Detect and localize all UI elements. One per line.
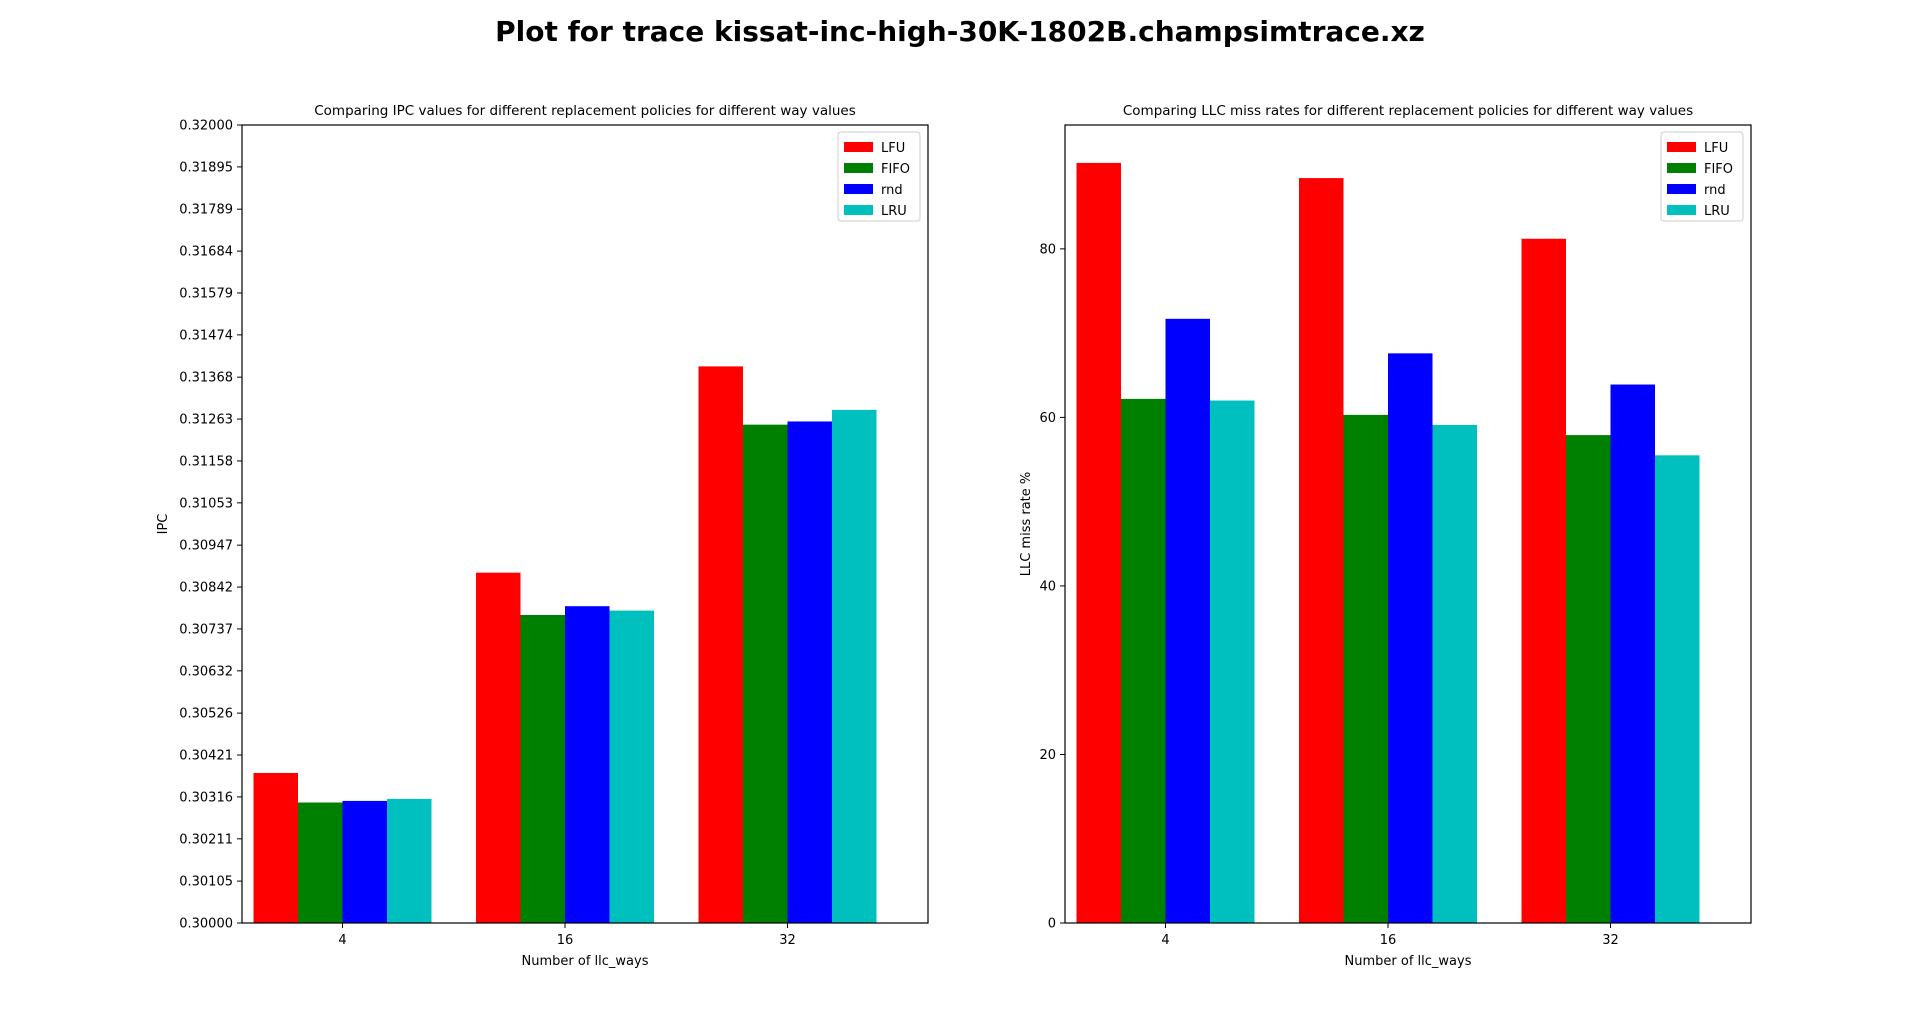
x-tick-label: 16 [557, 933, 574, 948]
legend-box [837, 131, 921, 222]
y-tick-label: 0.31263 [179, 413, 233, 428]
x-tick-label: 32 [779, 933, 796, 948]
y-tick-label: 0.30211 [179, 832, 233, 847]
x-tick-label: 16 [1380, 933, 1397, 948]
bar-lfu-16 [1299, 178, 1344, 923]
bar-lru-4 [1210, 400, 1255, 923]
bar-lfu-32 [698, 366, 743, 923]
legend-swatch-lru [1667, 205, 1696, 215]
legend-swatch-lfu [1667, 142, 1696, 152]
axes-frame [1064, 124, 1752, 924]
y-tick-label: 0.30947 [179, 539, 233, 554]
legend-label-rnd: rnd [881, 183, 903, 198]
bar-rnd-16 [1388, 353, 1433, 923]
legend-swatch-lru [844, 205, 873, 215]
bar-lru-4 [387, 798, 432, 923]
y-tick-label: 40 [1039, 579, 1056, 594]
y-tick-label: 0.30632 [179, 664, 233, 679]
y-tick-label: 80 [1039, 242, 1056, 257]
y-tick-label: 0.30421 [179, 749, 233, 764]
figure-title: Plot for trace kissat-inc-high-30K-1802B… [495, 15, 1425, 48]
legend-label-lru: LRU [1704, 204, 1730, 219]
y-tick-label: 0.31684 [179, 245, 233, 260]
x-tick-label: 4 [338, 933, 346, 948]
y-axis-label: LLC miss rate % [1019, 472, 1034, 577]
bar-lru-32 [832, 409, 877, 923]
miss-rate-chart: 0 20 40 60 80 4 16 32 Number of llc_ways LLC miss… [1019, 103, 1752, 969]
y-tick-label: 0.30737 [179, 622, 233, 637]
bar-lfu-4 [253, 772, 298, 923]
bar-rnd-4 [342, 800, 387, 923]
legend-label-lfu: LFU [1704, 141, 1728, 156]
legend-label-fifo: FIFO [881, 162, 910, 177]
x-tick-label: 4 [1161, 933, 1169, 948]
bar-lru-32 [1655, 455, 1700, 923]
bar-lfu-16 [476, 572, 521, 923]
y-tick-label: 0.30526 [179, 707, 233, 722]
y-tick-label: 0.32000 [179, 119, 233, 134]
bar-rnd-4 [1165, 318, 1210, 924]
y-tick-label: 0.31895 [179, 160, 233, 175]
bar-fifo-4 [298, 802, 343, 923]
bar-fifo-16 [520, 614, 565, 923]
bar-rnd-32 [787, 421, 832, 923]
y-tick-label: 0.30105 [179, 875, 233, 890]
y-tick-label: 60 [1039, 411, 1056, 426]
y-tick-label: 0.30316 [179, 790, 233, 805]
legend-label-rnd: rnd [1704, 183, 1726, 198]
legend-swatch-rnd [1667, 184, 1696, 194]
bar-lru-16 [1432, 424, 1477, 923]
y-axis-label: IPC [156, 514, 171, 535]
x-axis-label: Number of llc_ways [1345, 954, 1472, 969]
bar-rnd-16 [565, 606, 610, 923]
legend-swatch-lfu [844, 142, 873, 152]
bar-lfu-32 [1521, 238, 1566, 923]
bar-fifo-32 [1566, 435, 1611, 923]
y-tick-label: 0.31053 [179, 496, 233, 511]
bar-lfu-4 [1076, 162, 1121, 924]
y-tick-label: 0 [1048, 917, 1056, 932]
x-tick-label: 32 [1602, 933, 1619, 948]
y-tick-label: 0.31368 [179, 371, 233, 386]
chart-title: Comparing IPC values for different repla… [314, 103, 856, 119]
legend-label-fifo: FIFO [1704, 162, 1733, 177]
bar-fifo-32 [743, 424, 788, 923]
y-tick-label: 0.30842 [179, 581, 233, 596]
y-tick-label: 20 [1039, 748, 1056, 763]
y-tick-label: 0.30000 [179, 917, 233, 932]
y-tick-label: 0.31789 [179, 203, 233, 218]
legend-swatch-fifo [844, 163, 873, 173]
y-tick-label: 0.31579 [179, 286, 233, 301]
legend-swatch-rnd [844, 184, 873, 194]
legend-label-lru: LRU [881, 204, 907, 219]
bar-lru-16 [609, 610, 654, 923]
y-tick-label: 0.31158 [179, 454, 233, 469]
bar-fifo-4 [1121, 398, 1166, 923]
x-axis-label: Number of llc_ways [522, 954, 649, 969]
bar-fifo-16 [1343, 414, 1388, 923]
chart-title: Comparing LLC miss rates for different r… [1123, 103, 1693, 119]
ipc-chart: 0.30000 0.30105 0.30211 0.30316 0.30421 0.305… [156, 103, 929, 969]
legend-label-lfu: LFU [881, 141, 905, 156]
legend-box [1660, 131, 1744, 222]
bar-rnd-32 [1610, 384, 1655, 923]
y-tick-label: 0.31474 [179, 328, 233, 343]
legend-swatch-fifo [1667, 163, 1696, 173]
axes-frame [241, 124, 929, 924]
